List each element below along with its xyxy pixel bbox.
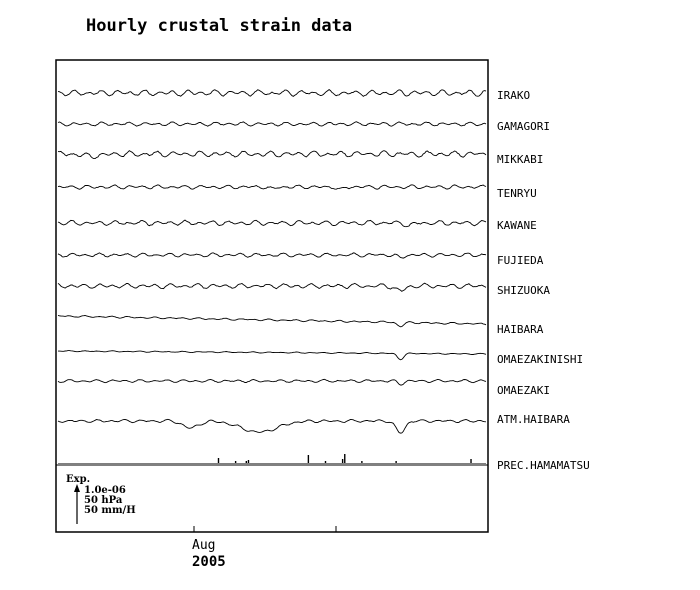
station-label-kawane: KAWANE xyxy=(497,219,537,232)
station-label-fujieda: FUJIEDA xyxy=(497,254,544,267)
trace-line xyxy=(57,150,487,160)
series-fujieda xyxy=(57,252,487,259)
station-label-mikkabi: MIKKABI xyxy=(497,153,543,166)
trace-line xyxy=(57,282,487,292)
chart-title: Hourly crustal strain data xyxy=(86,16,352,36)
series-layer xyxy=(57,89,487,464)
series-tenryu xyxy=(57,184,487,190)
series-kawane xyxy=(57,219,487,228)
trace-line xyxy=(57,418,487,434)
x-year-label: 2005 xyxy=(192,554,226,570)
trace-line xyxy=(57,314,487,328)
series-haibara xyxy=(57,314,487,328)
series-atm-haibara xyxy=(57,418,487,434)
station-label-atm-haibara: ATM.HAIBARA xyxy=(497,413,570,426)
station-label-gamagori: GAMAGORI xyxy=(497,120,550,133)
series-omaezaki xyxy=(57,378,487,386)
station-label-shizuoka: SHIZUOKA xyxy=(497,284,550,297)
trace-line xyxy=(57,89,487,97)
series-shizuoka xyxy=(57,282,487,292)
scale-precip-label: 50 mm/H xyxy=(84,505,136,516)
trace-line xyxy=(57,219,487,228)
scale-arrow-head-icon xyxy=(74,484,80,492)
series-omaezakinishi xyxy=(58,350,487,361)
station-labels: IRAKO GAMAGORI MIKKABI TENRYU KAWANE FUJIEDA S… xyxy=(497,89,590,472)
plot-frame xyxy=(55,59,489,533)
station-label-prec-hamamatsu: PREC.HAMAMATSU xyxy=(497,459,590,472)
station-label-haibara: HAIBARA xyxy=(497,323,544,336)
series-irako xyxy=(57,89,487,97)
station-label-omaezakinishi: OMAEZAKINISHI xyxy=(497,353,583,366)
scale-pressure-label: 50 hPa xyxy=(84,495,123,506)
trace-line xyxy=(57,378,487,386)
x-tick-label-aug: Aug xyxy=(192,538,215,553)
trace-line xyxy=(58,350,487,361)
station-label-tenryu: TENRYU xyxy=(497,187,537,200)
scale-legend-exp: Exp. xyxy=(66,474,90,485)
station-label-omaezaki: OMAEZAKI xyxy=(497,384,550,397)
scale-strain-label: 1.0e-06 xyxy=(84,485,126,496)
station-label-irako: IRAKO xyxy=(497,89,530,102)
trace-line xyxy=(57,184,487,190)
trace-line xyxy=(57,121,487,127)
series-mikkabi xyxy=(57,150,487,160)
trace-line xyxy=(57,252,487,259)
scale-legend: Exp. 1.0e-06 50 hPa 50 mm/H xyxy=(66,474,136,524)
series-prec-hamamatsu xyxy=(58,454,486,464)
series-gamagori xyxy=(57,121,487,127)
